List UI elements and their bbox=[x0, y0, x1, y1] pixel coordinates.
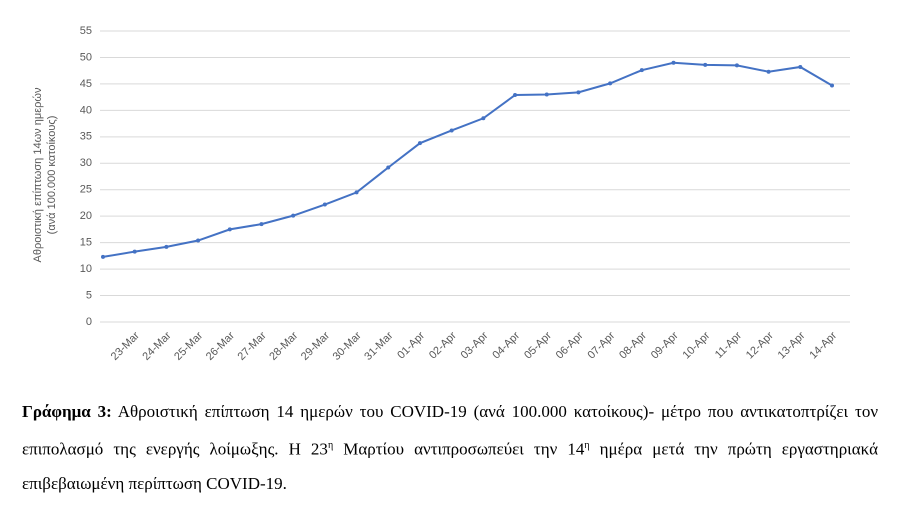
marker bbox=[639, 68, 644, 73]
y-tick-label: 55 bbox=[80, 25, 92, 37]
y-tick-label: 25 bbox=[80, 184, 92, 196]
marker bbox=[227, 227, 232, 232]
x-tick-label: 06-Apr bbox=[554, 329, 586, 361]
caption-text: Μαρτίου αντιπροσωπεύει την 14 bbox=[333, 439, 585, 459]
y-tick-label: 50 bbox=[80, 51, 92, 63]
x-tick-label: 23-Mar bbox=[109, 329, 142, 362]
x-tick-label: 26-Mar bbox=[204, 329, 237, 362]
y-tick-label: 15 bbox=[80, 237, 92, 249]
x-tick-label: 09-Apr bbox=[649, 329, 681, 361]
x-tick-label: 24-Mar bbox=[140, 329, 173, 362]
y-tick-label: 10 bbox=[80, 263, 92, 275]
y-tick-label: 0 bbox=[86, 316, 92, 328]
marker bbox=[798, 64, 803, 69]
x-tick-label: 05-Apr bbox=[522, 329, 554, 361]
marker bbox=[703, 62, 708, 67]
x-tick-label: 29-Mar bbox=[299, 329, 332, 362]
marker bbox=[101, 254, 105, 259]
x-tick-label: 12-Apr bbox=[744, 329, 776, 361]
line bbox=[102, 61, 833, 258]
marker bbox=[354, 190, 359, 195]
caption-text: ημέρα μετά την πρώτη εργαστηριακά επιβεβ… bbox=[22, 439, 878, 493]
x-tick-label: 07-Apr bbox=[585, 329, 617, 361]
marker bbox=[608, 81, 613, 86]
x-tick-label: 01-Apr bbox=[395, 329, 427, 361]
y-axis-label: Αθροιστική επίπτωση 14ων ημερών bbox=[32, 87, 44, 262]
x-tick-label: 27-Mar bbox=[236, 329, 269, 362]
x-tick-label: 11-Apr bbox=[713, 329, 744, 360]
marker bbox=[513, 93, 518, 98]
x-tick-label: 02-Apr bbox=[427, 329, 459, 361]
x-tick-label: 25-Mar bbox=[172, 329, 205, 362]
marker bbox=[417, 141, 422, 146]
x-tick-label: 08-Apr bbox=[617, 329, 649, 361]
marker bbox=[544, 92, 549, 97]
marker bbox=[259, 222, 264, 227]
y-tick-label: 40 bbox=[80, 104, 92, 116]
y-tick-label: 30 bbox=[80, 157, 92, 169]
y-tick-label: 45 bbox=[80, 78, 92, 90]
y-tick-label: 35 bbox=[80, 131, 92, 143]
chart: Αθροιστική επίπτωση 14ων ημερών (ανά 100… bbox=[32, 25, 850, 363]
x-tick-label: 14-Apr bbox=[807, 329, 839, 361]
x-tick-label: 31-Mar bbox=[362, 329, 395, 362]
marker bbox=[481, 116, 486, 121]
y-tick-label: 5 bbox=[86, 289, 92, 301]
caption-sup: η bbox=[327, 440, 334, 451]
marker bbox=[576, 90, 581, 95]
caption-text: Αθροιστική επίπτωση 14 ημερών του COVID-… bbox=[22, 402, 878, 459]
y-axis-label: (ανά 100.000 κατοίκους) bbox=[46, 116, 58, 235]
marker bbox=[734, 63, 739, 68]
caption: Γράφημα 3: Αθροιστική επίπτωση 14 ημερών… bbox=[22, 395, 878, 501]
x-tick-label: 10-Apr bbox=[681, 329, 713, 361]
marker bbox=[449, 128, 454, 133]
x-tick-label: 13-Apr bbox=[776, 329, 808, 361]
marker bbox=[322, 202, 327, 207]
marker bbox=[291, 213, 296, 218]
y-tick-label: 20 bbox=[80, 210, 92, 222]
x-tick-label: 28-Mar bbox=[267, 329, 300, 362]
caption-label: Γράφημα 3: bbox=[22, 402, 112, 421]
marker bbox=[164, 244, 169, 249]
marker bbox=[386, 165, 391, 170]
marker bbox=[830, 83, 834, 88]
x-tick-label: 03-Apr bbox=[459, 329, 491, 361]
caption-sup: η bbox=[584, 440, 590, 451]
x-tick-label: 04-Apr bbox=[490, 329, 522, 361]
marker bbox=[196, 238, 201, 243]
marker bbox=[766, 69, 771, 74]
marker bbox=[132, 249, 137, 254]
marker bbox=[671, 60, 676, 65]
x-tick-label: 30-Mar bbox=[331, 329, 364, 362]
